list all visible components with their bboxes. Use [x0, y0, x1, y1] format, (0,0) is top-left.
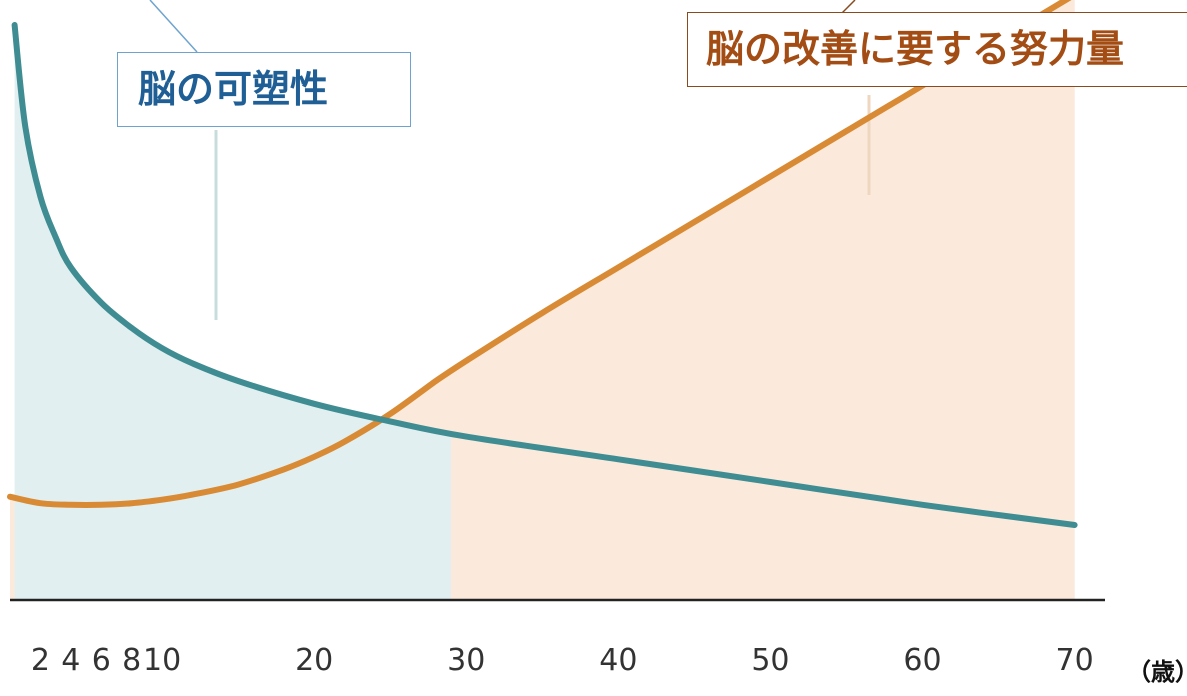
effort-line — [7, 0, 1072, 508]
plasticity-callout: 脳の可塑性 — [117, 52, 411, 127]
x-tick-label-10: 10 — [143, 643, 181, 678]
x-tick-label-6: 6 — [92, 643, 111, 678]
x-tick-label-20: 20 — [295, 643, 333, 678]
plasticity-area — [14, 25, 1075, 600]
effort-callout-pointer — [841, 0, 856, 14]
x-tick-label-2: 2 — [31, 643, 50, 678]
x-tick-label-8: 8 — [122, 643, 141, 678]
leader-layer — [149, 0, 871, 320]
line-layer — [7, 0, 1078, 528]
effort-area-overlay — [451, 0, 1075, 600]
effort-callout-label: 脳の改善に要する努力量 — [706, 27, 1125, 71]
x-tick-label-70: 70 — [1055, 643, 1093, 678]
x-tick-label-40: 40 — [599, 643, 637, 678]
plasticity-callout-pointer — [149, 0, 198, 53]
area-layer — [10, 0, 1075, 600]
x-axis-unit-label: （歳） — [1127, 658, 1187, 686]
plasticity-callout-label: 脳の可塑性 — [138, 67, 329, 111]
effort-callout: 脳の改善に要する努力量 — [687, 12, 1187, 87]
plasticity-line — [11, 22, 1078, 528]
x-tick-label-30: 30 — [447, 643, 485, 678]
x-tick-label-4: 4 — [61, 643, 80, 678]
x-tick-labels: 2 4 6 8 10 20 30 40 50 60 70 — [31, 643, 1094, 678]
x-tick-label-60: 60 — [903, 643, 941, 678]
x-tick-label-50: 50 — [751, 643, 789, 678]
